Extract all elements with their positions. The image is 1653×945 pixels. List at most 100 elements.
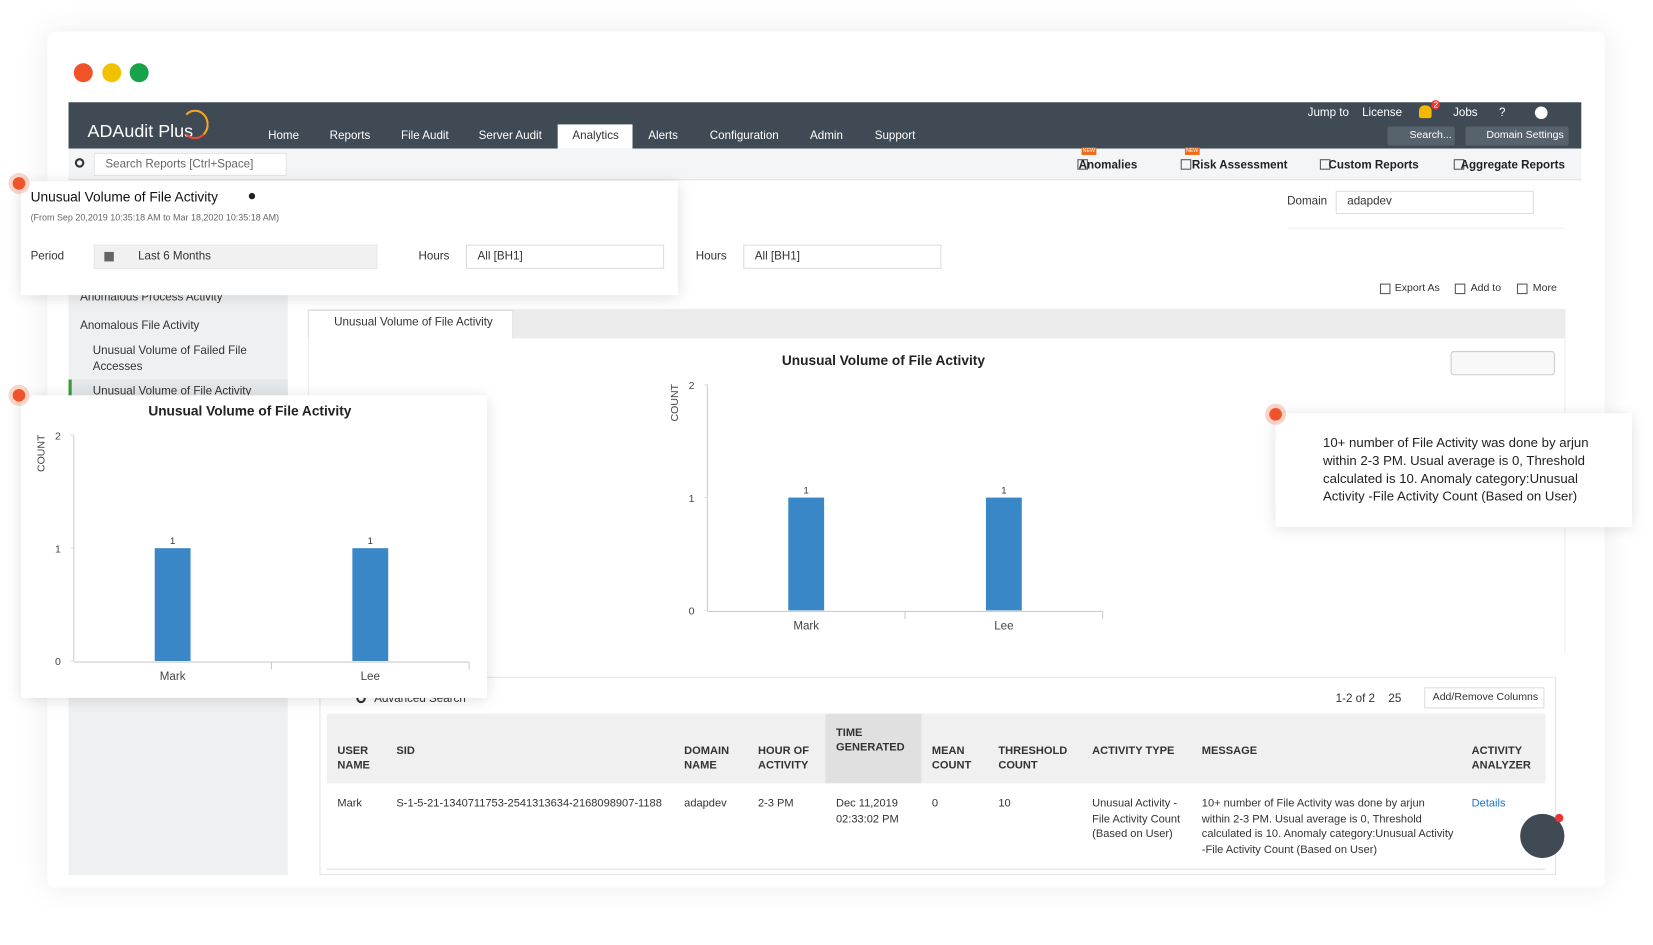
top-link[interactable]: ? xyxy=(1499,106,1506,120)
toolbar-item[interactable]: Risk Assessment xyxy=(1191,159,1288,172)
chat-badge xyxy=(1554,813,1564,823)
table-header xyxy=(326,713,1546,784)
action-icon xyxy=(1516,283,1528,295)
nav-item[interactable]: Home xyxy=(268,129,300,143)
domain-select[interactable] xyxy=(1335,190,1534,215)
sidebar-item[interactable]: Unusual Volume of File Activity xyxy=(92,384,252,398)
active-tab xyxy=(557,124,633,149)
top-link[interactable]: Jump to xyxy=(1307,106,1349,120)
new-badge: NEW xyxy=(1081,147,1097,155)
column-header[interactable]: THRESHOLD COUNT xyxy=(998,744,1068,772)
y-tick-label: 0 xyxy=(55,656,61,668)
search-button-label: Search... xyxy=(1409,129,1452,142)
column-header[interactable]: DOMAIN NAME xyxy=(684,744,730,772)
tab[interactable] xyxy=(307,309,514,339)
nav-item[interactable]: Support xyxy=(874,129,916,143)
hours-value: All [BH1] xyxy=(477,249,523,263)
bar-value-label: 1 xyxy=(804,485,809,496)
sidebar-item[interactable]: Unusual Volume of Failed File Accesses xyxy=(92,344,247,374)
table-cell: 0 xyxy=(931,796,939,810)
x-tick-label: Mark xyxy=(793,620,819,632)
chart-title: Unusual Volume of File Activity xyxy=(148,403,351,418)
nav-item[interactable]: Reports xyxy=(329,129,371,143)
action[interactable]: Add to xyxy=(1470,282,1502,295)
action-icon xyxy=(1379,283,1391,295)
column-header[interactable]: ACTIVITY ANALYZER xyxy=(1471,744,1531,772)
chart-view-icons[interactable] xyxy=(1450,351,1555,376)
period-select[interactable] xyxy=(93,244,378,269)
action[interactable]: Export As xyxy=(1394,282,1440,295)
nav-item[interactable]: File Audit xyxy=(400,129,449,143)
toolbar-icon xyxy=(1180,159,1192,170)
details-link[interactable]: Details xyxy=(1471,796,1506,810)
logo: ADAudit Plus xyxy=(87,121,194,142)
nav-item[interactable]: Configuration xyxy=(709,129,779,143)
pagination: 1-2 of 2 xyxy=(1335,692,1376,706)
column-header[interactable]: SID xyxy=(396,744,415,757)
y-tick-label: 1 xyxy=(55,543,61,555)
top-link[interactable]: Jobs xyxy=(1453,106,1478,120)
add-remove-columns[interactable] xyxy=(1424,687,1545,709)
tab-label: Unusual Volume of File Activity xyxy=(334,316,493,329)
hours-label: Hours xyxy=(418,249,450,263)
domain-settings-label: Domain Settings xyxy=(1486,129,1564,142)
action[interactable]: More xyxy=(1532,282,1557,295)
period-value: Last 6 Months xyxy=(138,249,211,263)
table-cell: 10 xyxy=(998,796,1011,810)
column-header[interactable]: ACTIVITY TYPE xyxy=(1092,744,1175,757)
highlight-dot xyxy=(12,388,26,402)
column-header[interactable]: MEAN COUNT xyxy=(931,744,972,772)
report-range: (From Sep 20,2019 10:35:18 AM to Mar 18,… xyxy=(30,211,280,223)
hours-select[interactable] xyxy=(743,244,942,269)
nav-item[interactable]: Server Audit xyxy=(478,129,542,143)
divider xyxy=(1288,227,1565,229)
x-tick-label: Lee xyxy=(994,620,1013,632)
chart-popup xyxy=(21,395,488,698)
theme-icon xyxy=(248,192,256,200)
y-axis-label: COUNT xyxy=(669,383,681,421)
hours-label: Hours xyxy=(695,249,727,263)
search-placeholder: Search Reports [Ctrl+Space] xyxy=(105,158,254,171)
y-tick-label: 2 xyxy=(689,380,695,392)
toolbar-item[interactable]: Aggregate Reports xyxy=(1460,159,1565,172)
toolbar-item[interactable]: Custom Reports xyxy=(1328,159,1419,172)
page-size[interactable]: 25 xyxy=(1388,692,1402,706)
column-header[interactable]: MESSAGE xyxy=(1201,744,1258,757)
sub-bar xyxy=(68,148,1582,181)
notification-bell xyxy=(1418,105,1432,119)
sidebar-item[interactable]: Anomalous File Activity xyxy=(80,319,200,333)
toolbar-icon xyxy=(1453,159,1465,170)
add-remove-label: Add/Remove Columns xyxy=(1432,691,1539,704)
x-tick-label: Mark xyxy=(160,671,186,683)
sorted-column xyxy=(825,713,922,784)
toolbar-item[interactable]: Anomalies xyxy=(1078,159,1138,172)
domain-settings[interactable] xyxy=(1465,126,1569,146)
nav-item[interactable]: Admin xyxy=(810,129,843,143)
period-popup xyxy=(21,181,678,296)
message-callout xyxy=(1275,413,1632,528)
highlight-dot xyxy=(1269,407,1282,421)
report-search[interactable] xyxy=(93,152,287,177)
top-link[interactable]: License xyxy=(1362,106,1403,120)
search-button[interactable] xyxy=(1387,126,1455,146)
column-header[interactable]: HOUR OF ACTIVITY xyxy=(757,744,810,772)
nav-item[interactable]: Analytics xyxy=(572,129,619,143)
column-header[interactable]: USER NAME xyxy=(337,744,370,772)
period-label: Period xyxy=(30,249,65,263)
hours-select[interactable] xyxy=(465,244,665,269)
column-header[interactable]: TIME GENERATED xyxy=(835,726,905,754)
header xyxy=(68,102,1582,149)
window-maximize xyxy=(129,63,149,83)
y-tick-label: 0 xyxy=(689,606,695,618)
nav-item[interactable]: Alerts xyxy=(648,129,678,143)
y-axis-label: COUNT xyxy=(35,434,47,472)
bar xyxy=(788,497,825,611)
bar xyxy=(985,497,1022,611)
table-cell: adapdev xyxy=(684,796,727,810)
bar-value-label: 1 xyxy=(170,536,175,547)
bar-value-label: 1 xyxy=(368,536,373,547)
callout-message: 10+ number of File Activity was done by … xyxy=(1323,435,1589,504)
